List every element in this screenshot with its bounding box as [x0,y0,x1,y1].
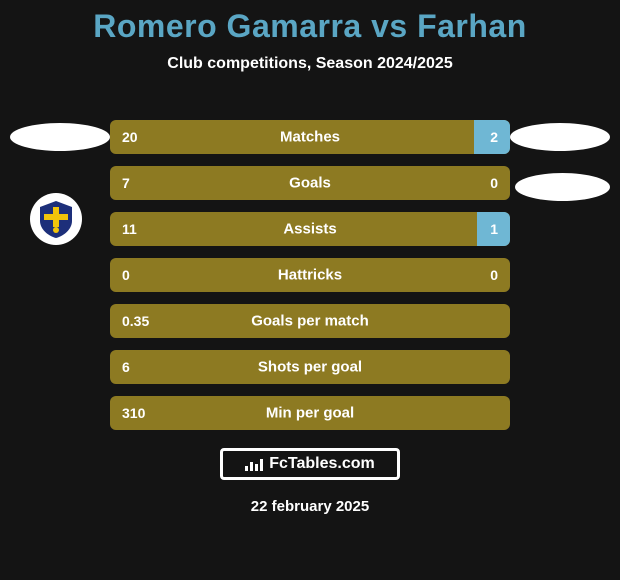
metric-row: 0.35 Goals per match [110,304,510,338]
metric-label: Goals [289,175,331,192]
metric-row: 6 Shots per goal [110,350,510,384]
metric-value-left: 7 [122,175,130,191]
metric-label: Matches [280,129,340,146]
subtitle: Club competitions, Season 2024/2025 [0,55,620,73]
metric-value-left: 20 [122,129,138,145]
comparison-infographic: Romero Gamarra vs Farhan Club competitio… [0,0,620,580]
metric-label: Hattricks [278,267,342,284]
shield-icon [36,199,76,239]
page-title: Romero Gamarra vs Farhan [0,0,620,45]
metric-row: 111Assists [110,212,510,246]
metric-value-left: 0.35 [122,313,149,329]
metric-row: 0 0 Hattricks [110,258,510,292]
metric-value-right: 2 [490,129,498,145]
metric-label: Min per goal [266,405,354,422]
metric-label: Goals per match [251,313,369,330]
metric-value-left: 310 [122,405,145,421]
player-left-photo-placeholder [10,123,110,151]
metric-row: 20 2 Matches [110,120,510,154]
metric-value-left: 11 [122,221,137,237]
club-right-logo-placeholder [515,173,610,201]
metric-value-right: 0 [490,175,498,191]
club-left-badge [30,193,82,245]
metric-value-right: 1 [490,221,498,237]
metric-row: 310 Min per goal [110,396,510,430]
date-label: 22 february 2025 [251,498,369,515]
brand-badge: FcTables.com [220,448,400,480]
metric-value-left: 6 [122,359,130,375]
bar-chart-icon [245,457,263,471]
metric-value-left: 0 [122,267,130,283]
metric-row: 7 0 Goals [110,166,510,200]
metric-rows: 202Matches70Goals111Assists00Hattricks0.… [110,120,510,442]
metric-value-right: 0 [490,267,498,283]
brand-label: FcTables.com [269,455,375,473]
metric-label: Assists [283,221,336,238]
metric-label: Shots per goal [258,359,362,376]
player-right-photo-placeholder [510,123,610,151]
